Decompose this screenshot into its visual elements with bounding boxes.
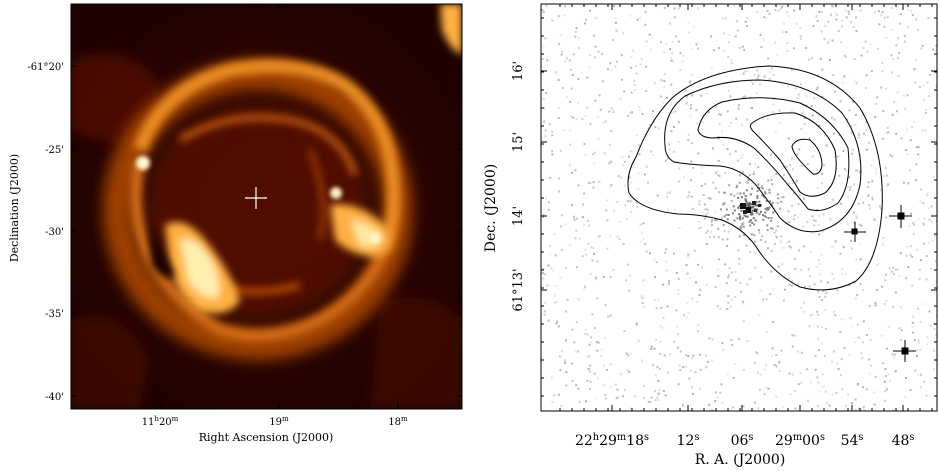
contour-4 — [750, 112, 837, 197]
left-x-ticks: 11h20m 19m 18m — [142, 4, 408, 428]
right-x-tick-label: 06s — [731, 432, 754, 450]
left-x-axis-label: Right Ascension (J2000) — [199, 431, 334, 444]
contour-lines — [627, 65, 883, 291]
left-y-tick-label: -35' — [45, 309, 64, 320]
left-x-tick-label: 19m — [269, 415, 289, 428]
right-x-tick-label: 22h29m18s — [575, 432, 649, 450]
cross-marker-2 — [889, 205, 912, 228]
noise-speckle — [541, 4, 937, 411]
left-y-ticks: -61°20' -25' -30' -35' -40' — [27, 62, 462, 403]
right-y-tick-label: 15' — [511, 132, 526, 152]
cross-markers — [844, 205, 916, 362]
left-y-tick-label: -30' — [45, 227, 64, 238]
left-y-tick-label: -61°20' — [27, 62, 64, 73]
contour-2 — [664, 79, 862, 233]
cross-marker-1 — [844, 222, 866, 242]
left-y-tick-label: -25' — [45, 145, 64, 156]
cross-marker-3 — [893, 340, 916, 362]
right-y-tick-label: 61°13' — [511, 268, 526, 311]
right-x-tick-label: 54s — [841, 432, 864, 450]
contour-3 — [697, 97, 850, 211]
right-grayscale-image — [541, 4, 937, 411]
right-x-axis-label: R. A. (J2000) — [695, 452, 786, 467]
right-y-tick-label: 14' — [511, 206, 526, 226]
right-x-ticks: 22h29m18s 12s 06s 29m00s 54s 48s — [559, 4, 933, 450]
right-y-axis-label: Dec. (J2000) — [483, 164, 499, 252]
source-cluster — [740, 201, 761, 214]
right-x-tick-label: 48s — [892, 432, 915, 450]
left-y-axis-label: Declination (J2000) — [8, 154, 21, 262]
left-x-tick-label: 18m — [388, 415, 408, 428]
right-y-tick-label: 16' — [511, 61, 526, 81]
right-x-tick-label: 29m00s — [775, 432, 825, 450]
left-radio-image — [71, 4, 462, 409]
contour-outer — [627, 65, 883, 291]
left-y-tick-label: -40' — [45, 392, 64, 403]
left-x-tick-label: 11h20m — [142, 415, 179, 428]
right-frame — [540, 3, 938, 412]
left-frame — [70, 3, 463, 410]
right-x-tick-label: 12s — [677, 432, 700, 450]
right-y-ticks: 16' 15' 14' 61°13' — [511, 17, 937, 397]
center-cross-marker — [245, 187, 267, 209]
contour-5 — [791, 138, 823, 175]
